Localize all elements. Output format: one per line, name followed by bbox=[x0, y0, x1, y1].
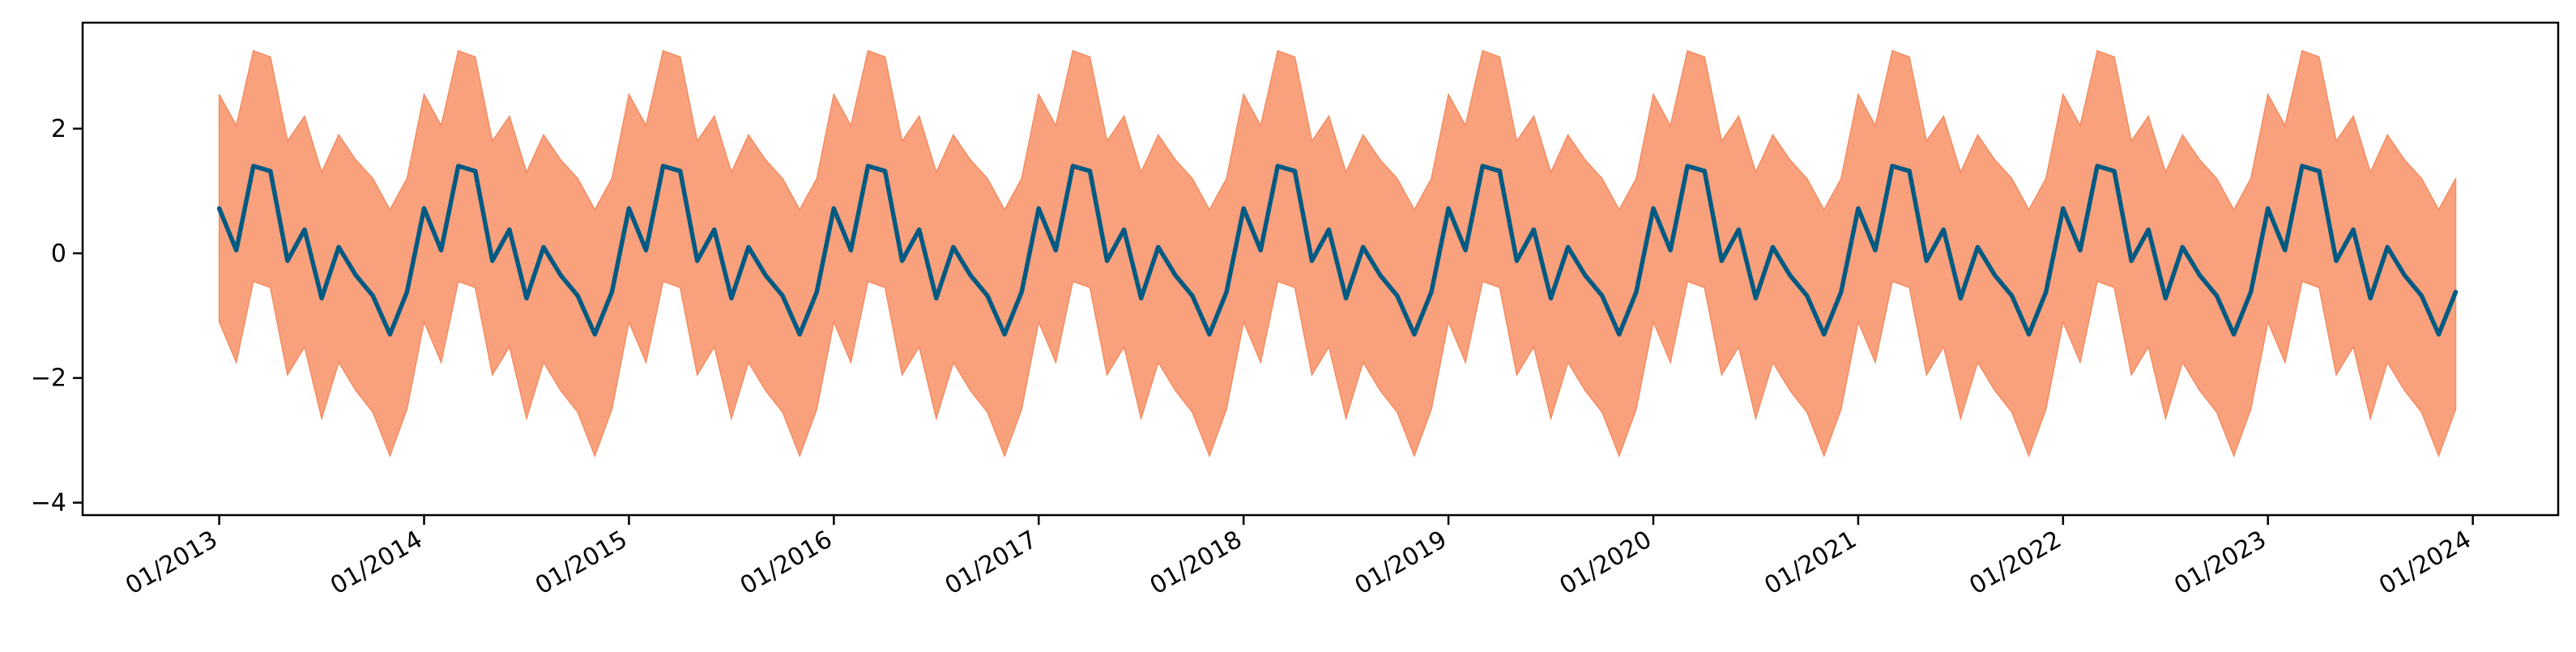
y-axis: 2 0 −2 −4 bbox=[31, 115, 83, 518]
y-tick-label: −2 bbox=[31, 364, 66, 393]
y-tick-label: −4 bbox=[31, 489, 66, 518]
mean-line-layer bbox=[216, 164, 2459, 337]
confidence-band-layer bbox=[218, 49, 2457, 458]
y-tick-label: 0 bbox=[51, 240, 66, 268]
mean-line bbox=[216, 164, 2459, 337]
y-tick-label: 2 bbox=[51, 115, 66, 143]
plot-frame bbox=[81, 21, 2560, 517]
confidence-band bbox=[218, 49, 2457, 458]
